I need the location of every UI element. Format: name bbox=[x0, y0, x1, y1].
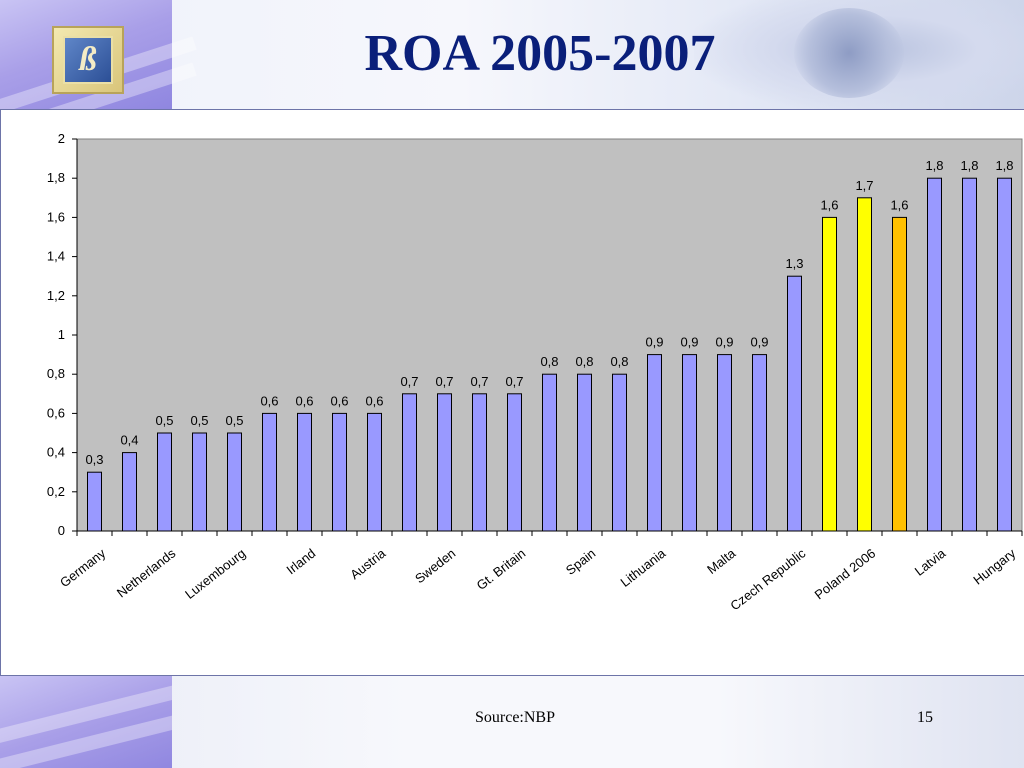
x-category-label: Gt. Britain bbox=[474, 546, 529, 593]
source-note: Source:NBP bbox=[475, 709, 555, 726]
slide-footer bbox=[0, 675, 1024, 768]
bar-value-label: 1,3 bbox=[785, 256, 803, 271]
bar bbox=[717, 354, 732, 532]
x-category-label: Poland 2006 bbox=[812, 546, 879, 603]
bar-value-label: 0,9 bbox=[645, 335, 663, 350]
x-category-label: Netherlands bbox=[114, 545, 179, 600]
bar bbox=[542, 373, 557, 532]
y-tick-label: 1,6 bbox=[47, 209, 65, 224]
left-divider bbox=[0, 110, 1, 675]
bar bbox=[822, 216, 837, 532]
bar bbox=[682, 354, 697, 532]
bar bbox=[507, 393, 522, 532]
bar-value-label: 0,6 bbox=[260, 393, 278, 408]
bar bbox=[367, 412, 382, 532]
bar bbox=[262, 412, 277, 532]
x-category-label: Hungary bbox=[970, 545, 1018, 587]
bar-value-label: 0,6 bbox=[295, 393, 313, 408]
footer-divider bbox=[0, 675, 1024, 676]
bar bbox=[122, 452, 137, 532]
x-category-label: Lithuania bbox=[618, 545, 669, 590]
y-axis: 0 0,2 0,4 0,6 0,8 1 1,2 1,4 1,6 1,8 2 bbox=[47, 131, 78, 538]
page-number: 15 bbox=[917, 709, 933, 726]
x-category-label: Irland bbox=[283, 546, 318, 578]
y-tick-label: 0,4 bbox=[47, 445, 65, 460]
bar-value-label: 1,6 bbox=[820, 197, 838, 212]
y-tick-label: 1,8 bbox=[47, 170, 65, 185]
bar-value-label: 0,9 bbox=[715, 335, 733, 350]
bar-value-label: 0,8 bbox=[610, 354, 628, 369]
bar-value-label: 0,9 bbox=[750, 335, 768, 350]
y-tick-label: 0,6 bbox=[47, 405, 65, 420]
bar-value-label: 0,7 bbox=[400, 374, 418, 389]
bar-value-label: 0,4 bbox=[120, 433, 138, 448]
bar-value-label: 0,5 bbox=[190, 413, 208, 428]
y-tick-label: 1 bbox=[58, 327, 65, 342]
x-category-label: Malta bbox=[704, 545, 739, 577]
footer-decoration bbox=[0, 675, 172, 768]
y-tick-label: 0,8 bbox=[47, 366, 65, 381]
bar-value-label: 0,6 bbox=[365, 393, 383, 408]
bar-value-label: 0,7 bbox=[505, 374, 523, 389]
header-photo-figure bbox=[794, 8, 904, 98]
y-tick-label: 0,2 bbox=[47, 484, 65, 499]
bar bbox=[472, 393, 487, 532]
bar bbox=[647, 354, 662, 532]
bar-value-label: 1,8 bbox=[995, 158, 1013, 173]
bar bbox=[612, 373, 627, 532]
x-category-label: Luxembourg bbox=[182, 546, 248, 602]
logo-letter: ß bbox=[63, 36, 113, 84]
y-tick-label: 1,2 bbox=[47, 288, 65, 303]
bar-value-label: 0,5 bbox=[225, 413, 243, 428]
bar-value-label: 0,9 bbox=[680, 335, 698, 350]
bar bbox=[157, 432, 172, 532]
bar-value-label: 0,6 bbox=[330, 393, 348, 408]
bar bbox=[227, 432, 242, 532]
bars bbox=[87, 177, 1012, 532]
x-axis: Germany Netherlands Luxembourg Irland Austri… bbox=[57, 530, 1023, 613]
bar bbox=[192, 432, 207, 532]
bar-value-label: 1,6 bbox=[890, 197, 908, 212]
y-tick-label: 1,4 bbox=[47, 249, 65, 264]
y-tick-label: 2 bbox=[58, 131, 65, 146]
roa-bar-chart: 0 0,2 0,4 0,6 0,8 1 1,2 1,4 1,6 1,8 2 0,3 0,4 0,5 0,5… bbox=[47, 131, 1023, 613]
bar-value-label: 0,3 bbox=[85, 452, 103, 467]
header-divider bbox=[0, 109, 1024, 110]
bar bbox=[87, 471, 102, 532]
bar-value-label: 0,5 bbox=[155, 413, 173, 428]
slide-title: ROA 2005-2007 bbox=[364, 25, 716, 82]
bar bbox=[787, 275, 802, 532]
slide-header: ß ROA 2005-2007 bbox=[0, 0, 1024, 110]
bar bbox=[402, 393, 417, 532]
bar bbox=[297, 412, 312, 532]
bar-value-label: 0,8 bbox=[575, 354, 593, 369]
bar-value-label: 0,8 bbox=[540, 354, 558, 369]
value-labels: 0,3 0,4 0,5 0,5 0,5 0,6 0,6 0,6 0,6 0,7 0,7 0,7 0,7 0… bbox=[85, 158, 1013, 467]
bar-value-label: 1,8 bbox=[925, 158, 943, 173]
x-category-label: Latvia bbox=[912, 545, 949, 579]
x-category-label: Sweden bbox=[412, 546, 458, 587]
bar bbox=[927, 177, 942, 532]
x-category-label: Czech Republic bbox=[727, 545, 808, 613]
bar bbox=[892, 216, 907, 532]
y-tick-label: 0 bbox=[58, 523, 65, 538]
bar bbox=[997, 177, 1012, 532]
bar bbox=[332, 412, 347, 532]
bar bbox=[437, 393, 452, 532]
bank-logo: ß bbox=[52, 26, 124, 94]
x-category-label: Austria bbox=[347, 545, 389, 582]
bar-value-label: 0,7 bbox=[435, 374, 453, 389]
bar bbox=[857, 197, 872, 532]
x-category-label: Germany bbox=[57, 545, 109, 590]
bar-value-label: 1,7 bbox=[855, 178, 873, 193]
x-category-label: Spain bbox=[563, 546, 598, 578]
bar bbox=[752, 354, 767, 532]
bar-value-label: 1,8 bbox=[960, 158, 978, 173]
bar-value-label: 0,7 bbox=[470, 374, 488, 389]
bar bbox=[577, 373, 592, 532]
bar bbox=[962, 177, 977, 532]
